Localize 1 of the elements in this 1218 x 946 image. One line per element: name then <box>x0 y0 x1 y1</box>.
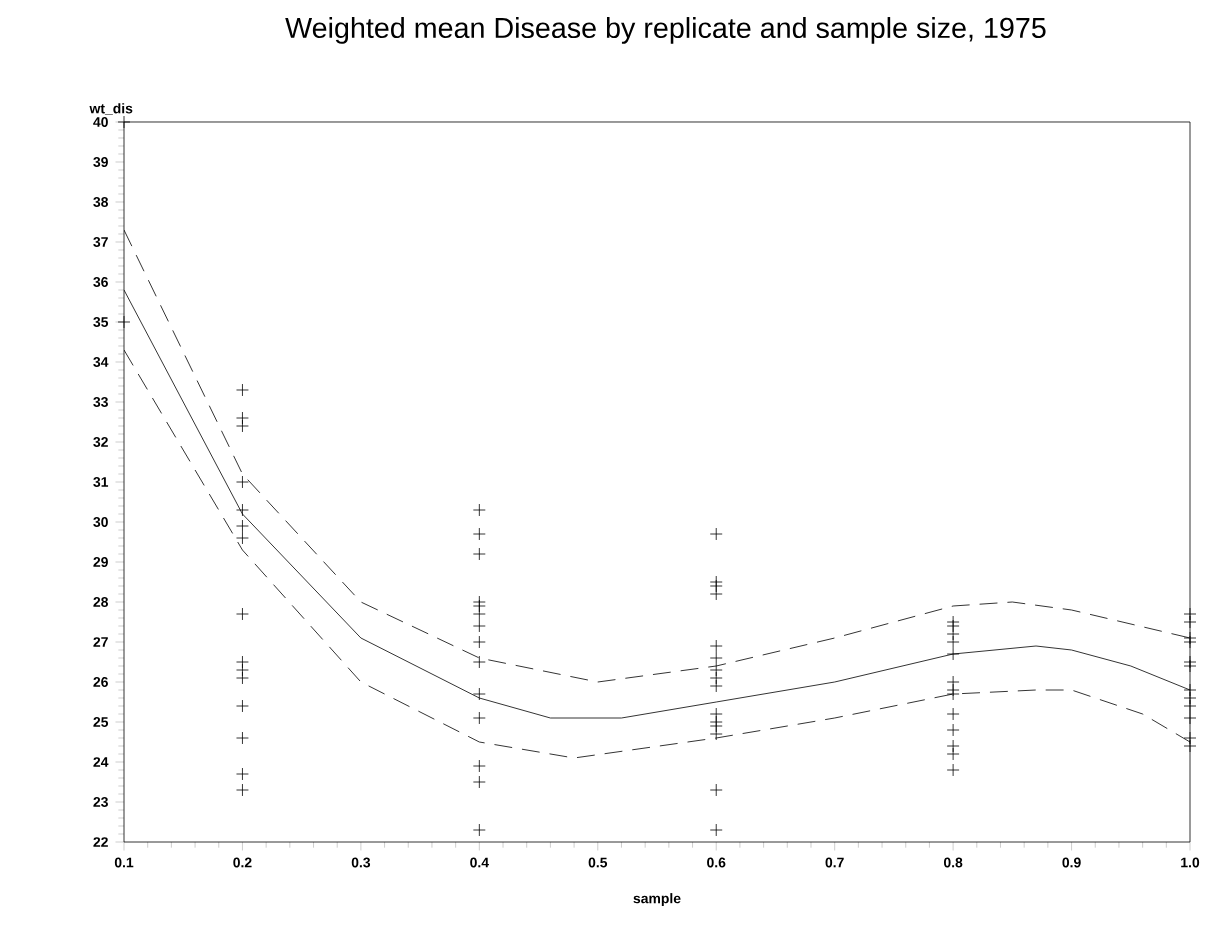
chart-title: Weighted mean Disease by replicate and sample size, 1975 <box>285 17 1046 44</box>
